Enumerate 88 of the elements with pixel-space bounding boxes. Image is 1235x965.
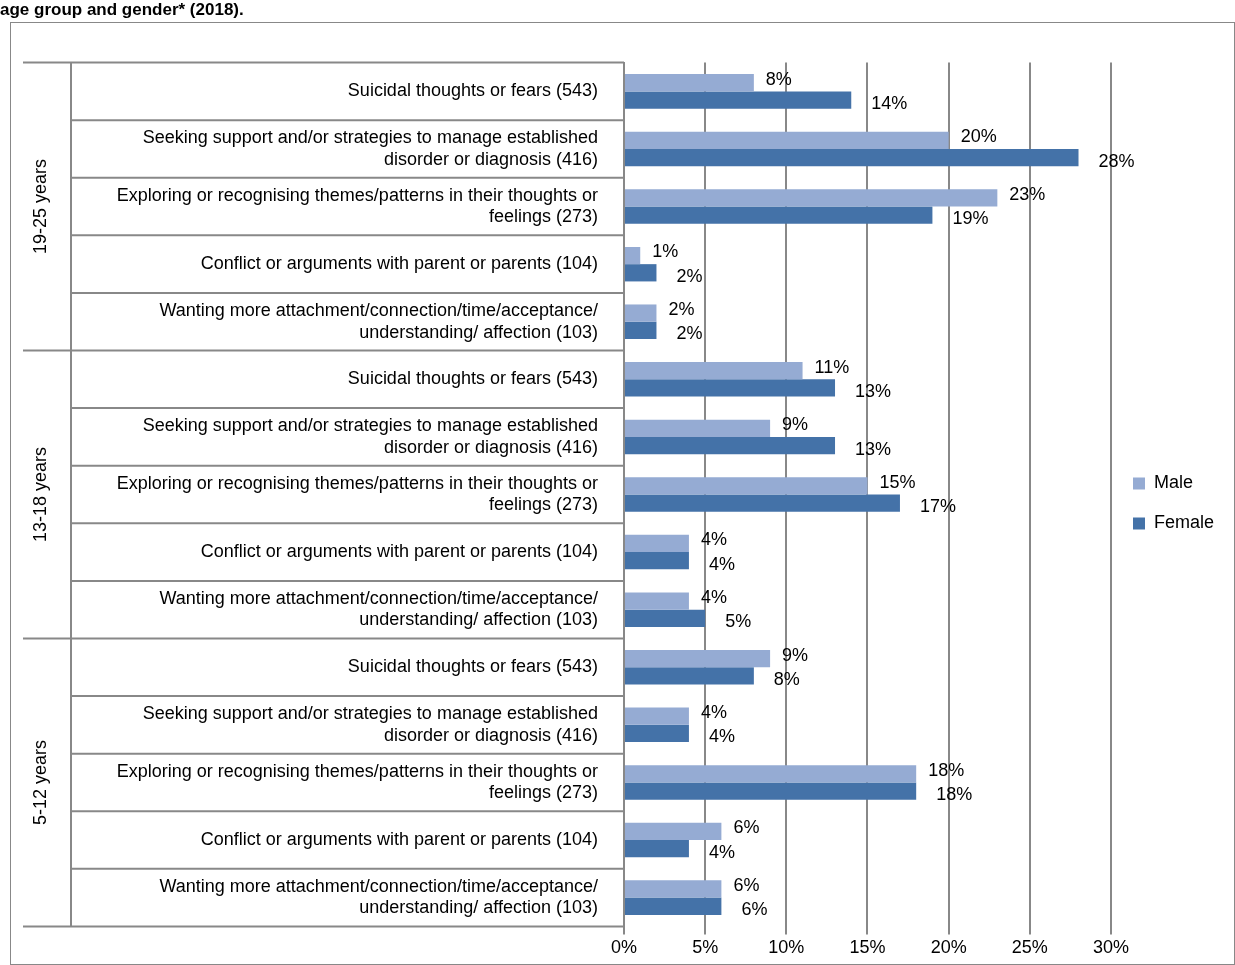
data-label: 2% bbox=[668, 299, 695, 320]
y-tick-label: Seeking support and/or strategies to manage established disorder or diagnosis (416) bbox=[142, 415, 598, 457]
y-tick-label: Exploring or recognising themes/patterns in their thoughts or feelings (273) bbox=[116, 184, 598, 227]
bar bbox=[625, 131, 949, 149]
data-label: 5% bbox=[725, 611, 752, 632]
bar bbox=[625, 419, 771, 437]
bar bbox=[625, 534, 689, 553]
x-tick-label: 20% bbox=[930, 937, 967, 958]
x-tick-label: 15% bbox=[849, 937, 886, 958]
y-tick-label: Suicidal thoughts or fears (543) bbox=[347, 80, 598, 101]
data-label: 4% bbox=[700, 587, 727, 607]
bar bbox=[625, 592, 689, 610]
data-label: 6% bbox=[733, 817, 760, 838]
bar bbox=[625, 91, 852, 109]
data-label: 18% bbox=[928, 759, 965, 780]
bar bbox=[625, 880, 722, 898]
data-label: 13% bbox=[855, 380, 892, 401]
y-tick-label: Conflict or arguments with parent or parents (104) bbox=[200, 253, 598, 274]
legend-label: Male bbox=[1153, 472, 1193, 493]
y-tick-label: Conflict or arguments with parent or parents (104) bbox=[200, 541, 598, 562]
text: 19-25 years bbox=[29, 159, 50, 255]
y-tick-label: Exploring or recognising themes/patterns in their thoughts or feelings (273) bbox=[116, 472, 598, 515]
bar bbox=[625, 707, 689, 725]
bar bbox=[625, 304, 657, 322]
bar bbox=[625, 822, 722, 841]
bar bbox=[625, 321, 657, 340]
y-tick-label: Exploring or recognising themes/patterns in their thoughts or feelings (273) bbox=[116, 760, 598, 803]
y-tick-label: Wanting more attachment/connection/time/acceptance/ understanding/ affection (103) bbox=[159, 299, 598, 342]
x-tick-label: 30% bbox=[1092, 937, 1129, 958]
text: age group and gender* (2018). bbox=[0, 0, 244, 20]
y-tick-label: Wanting more attachment/connection/time/acceptance/ understanding/ affection (103) bbox=[159, 587, 598, 630]
bar bbox=[625, 206, 933, 224]
data-label: 28% bbox=[1098, 150, 1135, 171]
data-label: 8% bbox=[765, 68, 792, 89]
bar bbox=[625, 379, 836, 397]
bar bbox=[625, 667, 754, 685]
y-tick-label: Suicidal thoughts or fears (543) bbox=[347, 368, 598, 389]
data-label: 23% bbox=[1009, 183, 1046, 204]
data-label: 1% bbox=[652, 241, 679, 262]
bar bbox=[625, 246, 641, 265]
data-label: 8% bbox=[773, 668, 800, 689]
y-tick-label: Seeking support and/or strategies to manage established disorder or diagnosis (416) bbox=[142, 703, 598, 745]
data-label: 14% bbox=[871, 93, 908, 113]
bar bbox=[625, 765, 917, 783]
x-tick-label: 25% bbox=[1011, 937, 1048, 958]
bar bbox=[625, 264, 657, 282]
x-tick-label: 5% bbox=[692, 937, 719, 958]
text: 5-12 years bbox=[29, 739, 50, 825]
bar bbox=[625, 74, 754, 92]
data-label: 6% bbox=[741, 899, 768, 920]
bar bbox=[625, 724, 689, 743]
data-label: 2% bbox=[676, 323, 703, 344]
bar bbox=[625, 148, 1079, 167]
y-tick-label: Seeking support and/or strategies to manage established disorder or diagnosis (416) bbox=[142, 127, 598, 169]
bar bbox=[625, 649, 771, 668]
bar bbox=[625, 362, 803, 380]
y-tick-label: Conflict or arguments with parent or parents (104) bbox=[200, 828, 598, 849]
data-label: 20% bbox=[960, 126, 997, 147]
bar bbox=[625, 477, 868, 495]
data-label: 15% bbox=[879, 471, 916, 492]
bar bbox=[625, 609, 706, 627]
data-label: 4% bbox=[708, 553, 735, 574]
x-tick-label: 0% bbox=[610, 937, 638, 958]
bar bbox=[625, 782, 917, 800]
data-label: 2% bbox=[676, 265, 703, 286]
bar bbox=[625, 436, 836, 455]
x-tick-label: 10% bbox=[768, 937, 805, 958]
data-label: 11% bbox=[814, 356, 850, 377]
data-label: 17% bbox=[919, 496, 956, 517]
bar bbox=[625, 189, 998, 207]
bar bbox=[625, 897, 722, 915]
data-label: 9% bbox=[782, 414, 809, 435]
y-tick-label: Suicidal thoughts or fears (543) bbox=[347, 656, 598, 677]
data-label: 9% bbox=[782, 644, 809, 665]
data-label: 4% bbox=[700, 529, 727, 550]
data-label: 19% bbox=[952, 208, 989, 229]
data-label: 4% bbox=[700, 702, 727, 723]
bar bbox=[625, 552, 689, 570]
legend-label: Female bbox=[1153, 512, 1215, 533]
data-label: 4% bbox=[708, 726, 735, 747]
text: 13-18 years bbox=[29, 446, 50, 543]
bar bbox=[625, 840, 689, 858]
data-label: 13% bbox=[855, 438, 892, 459]
data-label: 6% bbox=[733, 874, 760, 895]
data-label: 4% bbox=[708, 841, 735, 862]
data-label: 18% bbox=[936, 784, 973, 805]
y-tick-label: Wanting more attachment/connection/time/acceptance/ understanding/ affection (103) bbox=[159, 875, 598, 918]
bar bbox=[625, 494, 900, 512]
